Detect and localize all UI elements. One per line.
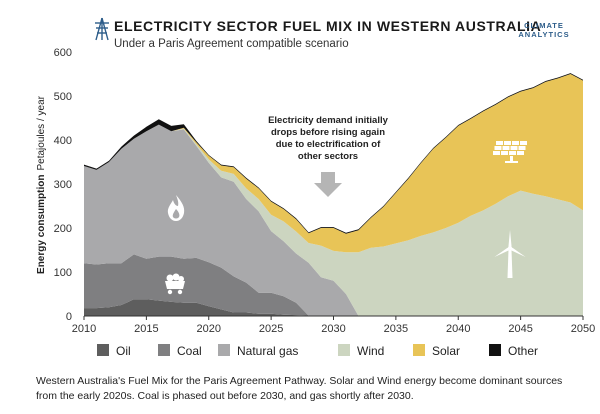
brand-line-2: ANALYTICS <box>518 30 569 39</box>
legend-item-coal: Coal <box>158 344 202 358</box>
demand-annotation: Electricity demand initially drops befor… <box>268 115 389 197</box>
y-tick-label: 300 <box>54 179 72 191</box>
area-coal <box>84 254 583 316</box>
y-tick-label: 200 <box>54 223 72 235</box>
y-tick-label: 100 <box>54 267 72 279</box>
area-natural-gas <box>84 124 583 316</box>
legend-label: Wind <box>357 344 384 358</box>
area-solar <box>84 74 583 253</box>
legend-swatch <box>158 344 170 356</box>
legend-item-natural-gas: Natural gas <box>218 344 298 358</box>
x-tick-label: 2050 <box>571 323 595 335</box>
y-tick-label: 500 <box>54 91 72 103</box>
legend-item-wind: Wind <box>338 344 384 358</box>
x-tick-label: 2035 <box>384 323 408 335</box>
y-axis-label: Energy consumption Petajoules / year <box>36 95 47 274</box>
x-tick-label: 2015 <box>134 323 158 335</box>
legend-swatch <box>218 344 230 356</box>
pylon-logo-icon <box>95 17 109 41</box>
area-wind <box>84 124 583 316</box>
legend-swatch <box>489 344 501 356</box>
area-oil <box>84 299 583 316</box>
axes: 0 100 200 300 400 500 600 2010 2015 2020 2025 2030 2… <box>54 47 596 335</box>
annotation-line-4: other sectors <box>298 151 358 162</box>
legend-label: Coal <box>177 344 202 358</box>
annotation-line-1: Electricity demand initially <box>268 115 389 126</box>
y-tick-label: 400 <box>54 135 72 147</box>
figure-caption: Western Australia's Fuel Mix for the Par… <box>36 375 563 402</box>
legend-label: Oil <box>116 344 131 358</box>
brand-line-1: CLIMATE <box>524 21 564 30</box>
x-tick-label: 2010 <box>72 323 96 335</box>
x-tick-label: 2030 <box>321 323 345 335</box>
solar-panel-icon <box>493 141 527 163</box>
chart-title: ELECTRICITY SECTOR FUEL MIX IN WESTERN A… <box>114 18 541 34</box>
legend-label: Other <box>508 344 538 358</box>
legend-item-solar: Solar <box>413 344 460 358</box>
climate-analytics-logo: CLIMATE ANALYTICS <box>518 21 569 39</box>
chart-subtitle: Under a Paris Agreement compatible scena… <box>114 38 349 50</box>
stacked-areas <box>84 73 583 316</box>
annotation-line-2: drops before rising again <box>271 127 385 138</box>
wind-turbine-icon <box>494 230 526 278</box>
legend-swatch <box>413 344 425 356</box>
legend-label: Solar <box>432 344 460 358</box>
legend-item-oil: Oil <box>97 344 131 358</box>
x-tick-label: 2040 <box>446 323 470 335</box>
y-tick-label: 0 <box>66 311 72 323</box>
legend-swatch <box>97 344 109 356</box>
flame-icon <box>167 195 185 221</box>
legend-item-other: Other <box>489 344 538 358</box>
area-icons <box>165 141 527 295</box>
x-tick-label: 2025 <box>259 323 283 335</box>
y-tick-label: 600 <box>54 47 72 59</box>
annotation-line-3: due to electrification of <box>276 139 381 150</box>
coal-cart-icon <box>165 273 185 295</box>
y-axis-label-unit: Petajoules / year <box>36 95 47 170</box>
y-axis-label-main: Energy consumption <box>36 175 47 274</box>
down-arrow-icon <box>314 172 342 197</box>
legend: Oil Coal Natural gas Wind Solar Other <box>97 344 538 358</box>
x-tick-label: 2020 <box>197 323 221 335</box>
legend-label: Natural gas <box>237 344 298 358</box>
x-tick-label: 2045 <box>508 323 532 335</box>
legend-swatch <box>338 344 350 356</box>
